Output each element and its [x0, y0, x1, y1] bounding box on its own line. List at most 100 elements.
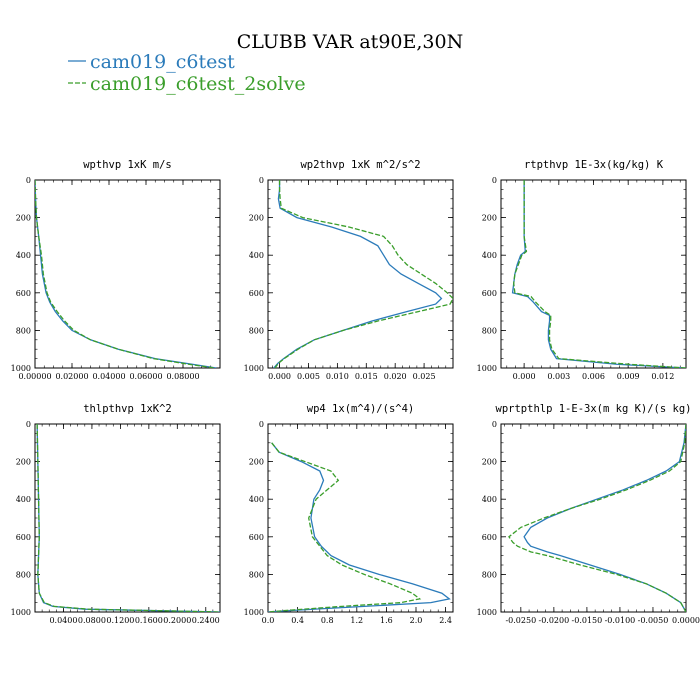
series-group [268, 442, 451, 612]
x-tick-label: 0.009 [617, 372, 640, 381]
series-line-c6test [273, 180, 443, 368]
plot-frame [34, 423, 221, 613]
x-tick-label: 2.0 [410, 616, 423, 625]
x-tick-label: 0.04000 [92, 372, 125, 381]
plot-frame [267, 423, 454, 613]
y-tick-label: 1000 [477, 608, 497, 617]
legend-entry: cam019_c6test [68, 51, 235, 73]
y-tick-label: 200 [249, 458, 264, 467]
legend-entry: cam019_c6test_2solve [68, 73, 306, 95]
y-tick-label: 1000 [244, 364, 264, 373]
y-tick-label: 0 [26, 176, 31, 185]
x-tick-label: -0.0200 [539, 616, 570, 625]
panel-title: thlpthvp 1xK^2 [83, 403, 172, 415]
figure-title: CLUBB VAR at90E,30N [237, 31, 463, 53]
y-tick-label: 0 [259, 420, 264, 429]
series-line-c6test-2solve [35, 180, 215, 368]
series-group [36, 424, 220, 612]
series-group [511, 180, 686, 368]
x-tick-label: 0.0 [262, 616, 275, 625]
chart-panel: wprtpthlp 1-E-3x(m kg K)/(s kg) 0 200 400 60… [477, 403, 700, 625]
x-tick-label: 0.2400 [192, 616, 220, 625]
y-tick-label: 0 [492, 420, 497, 429]
x-tick-label: 0.1200 [106, 616, 134, 625]
y-tick-label: 200 [482, 214, 497, 223]
y-tick-label: 0 [259, 176, 264, 185]
y-tick-label: 1000 [11, 364, 31, 373]
x-tick-label: 0.06000 [129, 372, 162, 381]
x-tick-label: 0.0000 [672, 616, 700, 625]
x-tick-label: 0.0800 [78, 616, 106, 625]
series-line-c6test-2solve [268, 442, 422, 612]
chart-panel: thlpthvp 1xK^2 0 200 400 600 800 1000 0.0400 0.0… [11, 403, 221, 625]
x-tick-label: 0.8 [321, 616, 334, 625]
chart-panel: rtpthvp 1E-3x(kg/kg) K 0 200 400 600 800 1000 0… [477, 159, 687, 381]
x-tick-label: 0.00000 [18, 372, 51, 381]
y-tick-label: 800 [249, 570, 264, 579]
panel-title: rtpthvp 1E-3x(kg/kg) K [524, 159, 664, 171]
panel-title: wprtpthlp 1-E-3x(m kg K)/(s kg) [496, 403, 692, 415]
plot-frame [500, 179, 687, 369]
series-line-c6test-2solve [513, 180, 686, 368]
series-line-c6test-2solve [36, 424, 220, 612]
y-tick-label: 1000 [244, 608, 264, 617]
y-tick-label: 800 [482, 326, 497, 335]
x-tick-label: 0.025 [413, 372, 436, 381]
figure-legend: cam019_c6test cam019_c6test_2solve [68, 51, 306, 95]
legend-label: cam019_c6test_2solve [90, 73, 306, 95]
x-tick-label: 0.0400 [49, 616, 77, 625]
y-tick-label: 0 [492, 176, 497, 185]
y-tick-label: 800 [16, 570, 31, 579]
y-tick-label: 600 [16, 533, 31, 542]
x-tick-label: 1.6 [380, 616, 393, 625]
y-tick-label: 800 [249, 326, 264, 335]
plot-frame [267, 179, 454, 369]
x-tick-label: 0.020 [384, 372, 407, 381]
chart-panel: wp2thvp 1xK m^2/s^2 0 200 400 600 800 1000 0.00… [244, 159, 454, 381]
x-tick-label: -0.0050 [638, 616, 669, 625]
x-tick-label: -0.0100 [605, 616, 636, 625]
y-tick-label: 200 [16, 458, 31, 467]
panel-title: wp4 1x(m^4)/(s^4) [307, 403, 414, 415]
series-group [273, 180, 453, 368]
series-line-c6test [35, 180, 217, 368]
panel-title: wpthvp 1xK m/s [83, 159, 172, 171]
plot-frame [34, 179, 221, 369]
y-tick-label: 400 [249, 251, 264, 260]
x-tick-label: 0.010 [326, 372, 349, 381]
y-tick-label: 0 [26, 420, 31, 429]
series-group [508, 424, 686, 612]
x-tick-label: 0.015 [355, 372, 378, 381]
x-tick-label: -0.0150 [572, 616, 603, 625]
plot-frame [500, 423, 687, 613]
y-tick-label: 400 [482, 495, 497, 504]
series-line-c6test [511, 180, 686, 368]
legend-label: cam019_c6test [90, 51, 235, 73]
y-tick-label: 200 [16, 214, 31, 223]
x-tick-label: 0.4 [291, 616, 304, 625]
series-line-c6test [523, 424, 686, 612]
y-tick-label: 600 [482, 533, 497, 542]
y-tick-label: 400 [16, 251, 31, 260]
x-tick-label: -0.0250 [505, 616, 536, 625]
x-tick-label: 0.006 [582, 372, 605, 381]
y-tick-label: 600 [249, 289, 264, 298]
x-tick-label: 0.02000 [55, 372, 88, 381]
y-tick-label: 600 [16, 289, 31, 298]
y-tick-label: 400 [482, 251, 497, 260]
series-line-c6test [36, 424, 220, 612]
x-tick-label: 0.08000 [166, 372, 199, 381]
x-tick-label: 0.1600 [135, 616, 163, 625]
series-group [35, 180, 217, 368]
y-tick-label: 200 [482, 458, 497, 467]
series-line-c6test-2solve [508, 424, 686, 612]
y-tick-label: 200 [249, 214, 264, 223]
y-tick-label: 1000 [477, 364, 497, 373]
y-tick-label: 1000 [11, 608, 31, 617]
x-tick-label: 0.000 [268, 372, 291, 381]
series-line-c6test [268, 442, 451, 612]
